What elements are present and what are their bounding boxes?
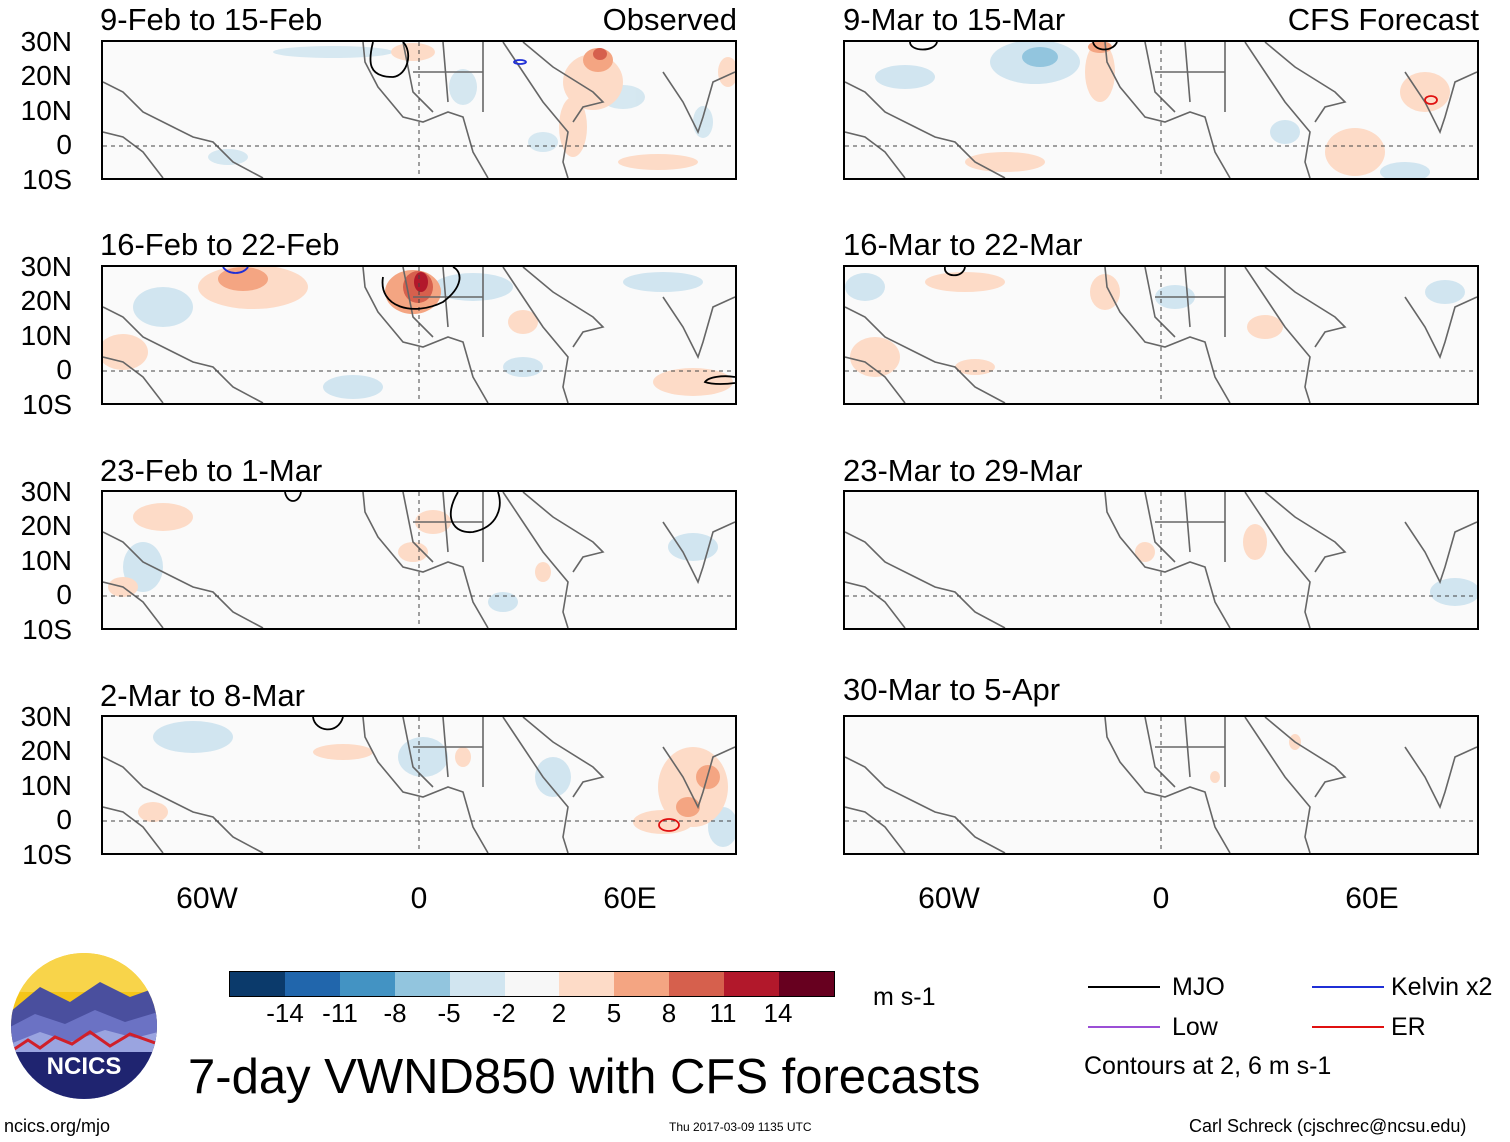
colorbar-swatch <box>559 972 615 996</box>
colorbar-swatch <box>394 972 450 996</box>
panel-title-4: 2-Mar to 8-Mar <box>100 678 305 713</box>
colorbar-swatch <box>504 972 560 996</box>
lat-label-0: 0 <box>56 579 72 610</box>
lat-label-0: 0 <box>56 129 72 160</box>
colorbar-swatch <box>339 972 395 996</box>
colorbar <box>229 971 835 997</box>
footer-link[interactable]: ncics.org/mjo <box>4 1116 111 1136</box>
lat-label-20n: 20N <box>20 510 72 541</box>
colorbar-label: -14 <box>266 998 304 1028</box>
colorbar-swatch <box>724 972 780 996</box>
map-panel-1 <box>101 40 737 180</box>
legend-line-low <box>1088 1026 1160 1028</box>
panel-title-6: 16-Mar to 22-Mar <box>843 227 1083 262</box>
colorbar-units: m s-1 <box>873 983 936 1011</box>
lat-label-30n: 30N <box>20 251 72 282</box>
colorbar-label: -2 <box>492 998 516 1028</box>
lat-label-20n: 20N <box>20 735 72 766</box>
lat-label-0: 0 <box>56 354 72 385</box>
legend-label-low: Low <box>1172 1013 1218 1041</box>
colorbar-swatch <box>669 972 725 996</box>
legend-label-er: ER <box>1391 1013 1426 1041</box>
footer-author: Carl Schreck (cjschrec@ncsu.edu) <box>1189 1116 1467 1136</box>
lat-label-10n: 10N <box>20 770 72 801</box>
panel-title-1: 9-Feb to 15-Feb <box>100 2 323 37</box>
lat-label-10s: 10S <box>22 389 72 420</box>
lat-label-20n: 20N <box>20 60 72 91</box>
lat-label-10s: 10S <box>22 614 72 645</box>
colorbar-label: -5 <box>437 998 461 1028</box>
map-panel-3 <box>101 490 737 630</box>
legend-label-mjo: MJO <box>1172 973 1225 1001</box>
lon-label-0: 0 <box>410 882 428 915</box>
lon-label-60e: 60E <box>603 882 657 915</box>
footer-timestamp: Thu 2017-03-09 1135 UTC <box>669 1120 812 1134</box>
map-panel-6 <box>843 265 1479 405</box>
lat-label-30n: 30N <box>20 701 72 732</box>
colorbar-swatch <box>284 972 340 996</box>
lat-label-0: 0 <box>56 804 72 835</box>
legend-line-kelvin <box>1312 986 1384 988</box>
lon-label-0: 0 <box>1152 882 1170 915</box>
legend-line-er <box>1312 1026 1384 1028</box>
map-panel-2 <box>101 265 737 405</box>
legend-note: Contours at 2, 6 m s-1 <box>1084 1052 1332 1080</box>
panel-title-8: 30-Mar to 5-Apr <box>843 672 1061 707</box>
legend-line-mjo <box>1088 986 1160 988</box>
legend-label-kelvin: Kelvin x2 <box>1391 973 1493 1001</box>
map-panel-4 <box>101 715 737 855</box>
lon-label-60w: 60W <box>918 882 980 915</box>
map-panel-7 <box>843 490 1479 630</box>
colorbar-swatch <box>449 972 505 996</box>
colorbar-label: 11 <box>709 998 737 1028</box>
panel-title-7: 23-Mar to 29-Mar <box>843 453 1083 488</box>
colorbar-label: -8 <box>383 998 407 1028</box>
lat-label-10s: 10S <box>22 164 72 195</box>
lat-label-20n: 20N <box>20 285 72 316</box>
colorbar-swatch <box>230 972 285 996</box>
colorbar-label: 2 <box>551 998 567 1028</box>
lon-label-60w: 60W <box>176 882 238 915</box>
colorbar-label: 14 <box>763 998 793 1028</box>
lon-label-60e: 60E <box>1345 882 1399 915</box>
lat-label-10n: 10N <box>20 320 72 351</box>
panel-title-2: 16-Feb to 22-Feb <box>100 227 340 262</box>
colorbar-label: 8 <box>661 998 677 1028</box>
colorbar-label: 5 <box>606 998 622 1028</box>
main-title: 7-day VWND850 with CFS forecasts <box>188 1050 981 1104</box>
colorbar-swatch <box>779 972 834 996</box>
lat-label-30n: 30N <box>20 476 72 507</box>
colorbar-swatch <box>614 972 670 996</box>
lat-label-10n: 10N <box>20 95 72 126</box>
ncics-logo: NCICS <box>10 952 158 1100</box>
panel-title-3: 23-Feb to 1-Mar <box>100 453 323 488</box>
map-panel-5 <box>843 40 1479 180</box>
panel-title-5: 9-Mar to 15-Mar <box>843 2 1066 37</box>
map-panel-8 <box>843 715 1479 855</box>
lat-label-30n: 30N <box>20 26 72 57</box>
panel-tag-forecast: CFS Forecast <box>1287 2 1479 37</box>
lat-label-10n: 10N <box>20 545 72 576</box>
panel-tag-observed: Observed <box>602 2 737 37</box>
colorbar-label: -11 <box>322 998 358 1028</box>
logo-text: NCICS <box>47 1053 122 1080</box>
lat-label-10s: 10S <box>22 839 72 870</box>
